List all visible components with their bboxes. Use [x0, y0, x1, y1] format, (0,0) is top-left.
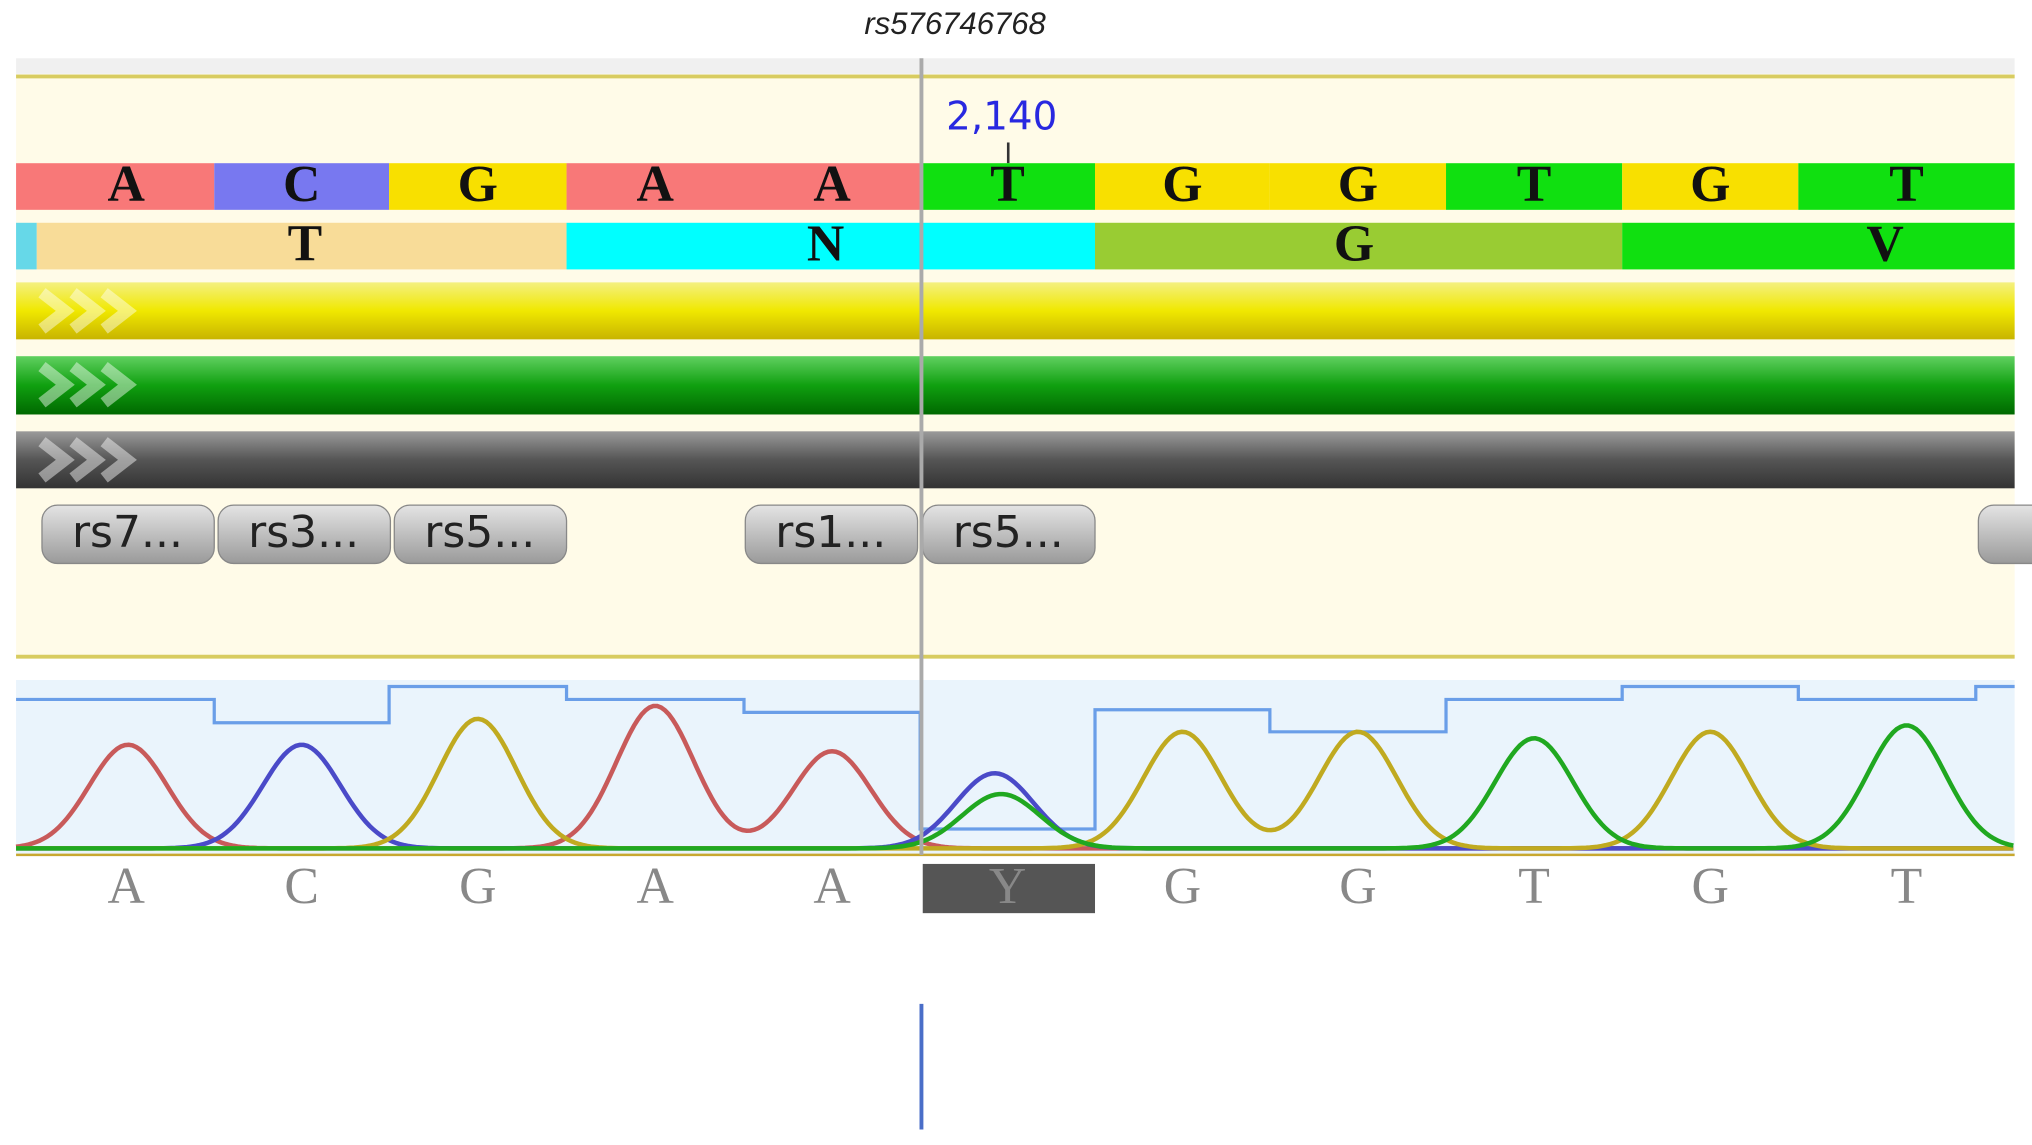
reference-cell — [743, 163, 921, 210]
reference-base: C — [283, 156, 320, 213]
snp-pill[interactable] — [393, 504, 568, 565]
snp-label[interactable]: rs5... — [424, 507, 535, 558]
basecall: T — [1518, 858, 1550, 915]
basecall: G — [1692, 858, 1729, 915]
snp-label[interactable]: rs3... — [248, 507, 359, 558]
reference-base: A — [107, 156, 145, 213]
reference-base: G — [1338, 156, 1378, 213]
reference-cell — [1269, 163, 1447, 210]
translation-cell — [1095, 222, 1623, 270]
snp-pill-clipped[interactable] — [1977, 504, 2032, 565]
chromatogram — [15, 703, 2014, 851]
reference-base: G — [458, 156, 498, 213]
trace-t — [16, 723, 2014, 851]
reference-cell — [920, 163, 1096, 210]
basecall: G — [1164, 858, 1201, 915]
reference-cell — [214, 163, 390, 210]
snp-label[interactable]: rs5... — [953, 507, 1064, 558]
position-label: 2,140 — [946, 95, 1057, 140]
reference-base: G — [1690, 156, 1730, 213]
reference-cell — [1446, 163, 1623, 210]
snp-pill[interactable] — [744, 504, 919, 565]
feature-track-yellow — [16, 282, 2015, 340]
feature-track-green — [16, 356, 2015, 415]
reference-cell — [1622, 163, 1799, 210]
translation-cell — [16, 222, 37, 270]
ambiguous-call-highlight — [922, 863, 1096, 914]
snp-label[interactable]: rs1... — [775, 507, 886, 558]
basecall: A — [813, 858, 851, 915]
snp-pill[interactable] — [41, 504, 215, 565]
basecall: A — [107, 858, 145, 915]
amino-acid: T — [288, 216, 323, 273]
amino-acid: V — [1866, 216, 1903, 273]
snp-pill[interactable] — [217, 504, 392, 565]
reference-cell — [566, 163, 744, 210]
trace-background — [16, 680, 2015, 855]
snp-label[interactable]: rs7... — [72, 507, 183, 558]
basecall: G — [459, 858, 496, 915]
reference-base: T — [1517, 156, 1552, 213]
reference-base: T — [1889, 156, 1924, 213]
reference-cell — [389, 163, 567, 210]
translation-cell — [566, 222, 1096, 270]
basecall: A — [637, 858, 675, 915]
basecall: T — [1891, 858, 1923, 915]
feature-track-gray — [16, 431, 2015, 489]
snp-title: rs576746768 — [864, 6, 1046, 41]
amino-acid: N — [807, 216, 844, 273]
basecall: G — [1339, 858, 1376, 915]
reference-cell — [1095, 163, 1270, 210]
reference-cell — [16, 163, 215, 210]
reference-base: G — [1162, 156, 1202, 213]
ruler-band — [16, 58, 2015, 74]
translation-cell — [1622, 222, 2015, 270]
basecall: Y — [989, 858, 1026, 915]
reference-base: A — [813, 156, 851, 213]
amino-acid: G — [1334, 216, 1374, 273]
reference-base: T — [990, 156, 1025, 213]
reference-base: A — [637, 156, 675, 213]
translation-cell — [36, 222, 567, 270]
quality-line — [16, 684, 2015, 831]
reference-cell — [1798, 163, 2015, 210]
basecall: C — [284, 858, 319, 915]
direction-arrows — [38, 288, 137, 483]
